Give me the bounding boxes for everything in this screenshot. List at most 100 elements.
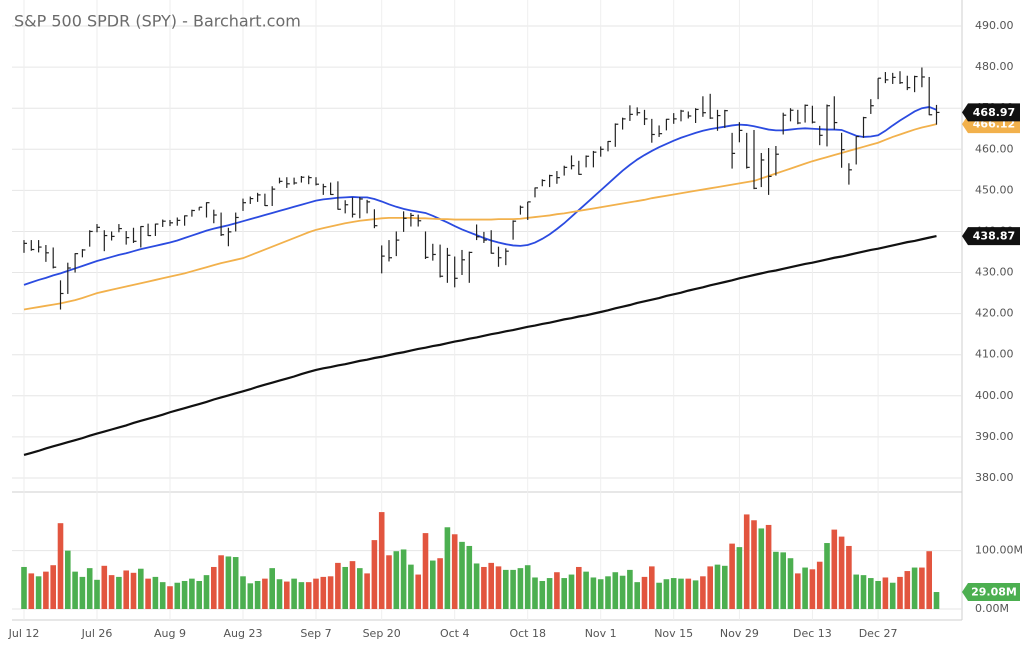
volume-bar	[911, 567, 918, 609]
x-tick-label: Oct 18	[509, 627, 546, 640]
y-tick-label: 430.00	[975, 266, 1014, 279]
x-tick-label: Aug 23	[224, 627, 263, 640]
volume-bar	[933, 592, 940, 609]
volume-bar	[138, 568, 144, 609]
volume-bar	[101, 565, 108, 609]
volume-bar	[787, 558, 794, 609]
moving-average-line	[23, 235, 937, 457]
x-tick-label: Nov 15	[654, 627, 693, 640]
x-tick-label: Dec 27	[859, 627, 898, 640]
volume-bar	[123, 570, 129, 609]
volume-bar	[116, 576, 122, 609]
last-value-label: 468.97	[973, 106, 1015, 119]
volume-bar	[130, 572, 137, 609]
volume-bar	[765, 524, 772, 609]
volume-bar	[619, 575, 626, 609]
volume-bar	[656, 582, 662, 609]
volume-bar	[919, 567, 925, 609]
volume-bar	[240, 576, 246, 609]
volume-bar	[50, 565, 56, 609]
volume-bar	[451, 534, 458, 609]
y-tick-label: 380.00	[975, 471, 1014, 484]
last-value-badge	[962, 103, 1020, 122]
volume-bar	[262, 578, 268, 609]
volume-bar	[597, 579, 604, 609]
volume-bar	[481, 566, 487, 609]
volume-bar	[437, 558, 443, 609]
volume-bar	[889, 582, 896, 609]
volume-bar	[305, 582, 312, 609]
volume-bar	[320, 576, 327, 609]
volume-bar	[415, 574, 421, 609]
volume-bar	[430, 560, 436, 609]
volume-bar	[838, 536, 845, 609]
y-tick-label: 420.00	[975, 307, 1014, 320]
volume-bar	[327, 576, 334, 609]
volume-bar	[79, 576, 86, 609]
volume-bar	[780, 552, 786, 609]
volume-bar	[276, 579, 283, 609]
volume-bar	[926, 551, 932, 609]
volume-bar	[809, 569, 816, 609]
volume-bar	[729, 543, 735, 609]
volume-bar	[159, 582, 166, 609]
volume-bar	[357, 568, 363, 609]
volume-bar	[663, 579, 670, 609]
x-tick-label: Jul 12	[8, 627, 40, 640]
volume-bar	[736, 547, 743, 609]
volume-bar	[400, 549, 407, 609]
volume-bar	[824, 543, 830, 609]
volume-bar	[378, 512, 385, 609]
volume-bar	[517, 568, 524, 609]
volume-bar	[868, 578, 874, 609]
volume-bar	[583, 571, 589, 609]
volume-bar	[86, 568, 93, 609]
volume-bar	[335, 562, 341, 609]
volume-bar	[897, 576, 903, 609]
volume-bar	[532, 577, 538, 609]
volume-bar	[393, 551, 400, 609]
last-volume-badge	[962, 583, 1020, 602]
volume-bar	[72, 571, 78, 609]
volume-bar	[291, 578, 297, 609]
x-tick-label: Aug 9	[154, 627, 186, 640]
x-tick-label: Jul 26	[81, 627, 113, 640]
volume-bar	[568, 574, 575, 609]
y-tick-label: 400.00	[975, 389, 1014, 402]
volume-bar	[649, 566, 655, 609]
volume-bar	[758, 528, 765, 609]
volume-bar	[860, 575, 867, 609]
volume-bar	[35, 576, 42, 609]
y-tick-label: 490.00	[975, 19, 1014, 32]
volume-bar	[510, 569, 516, 609]
price-panel	[23, 67, 940, 457]
last-value-label: 438.87	[973, 230, 1015, 243]
chart-title: S&P 500 SPDR (SPY) - Barchart.com	[14, 12, 301, 31]
volume-bar	[846, 545, 852, 609]
volume-bar	[627, 569, 633, 609]
y-tick-label: 460.00	[975, 142, 1014, 155]
y-tick-label: 0.00M	[975, 602, 1009, 615]
volume-bar	[795, 573, 801, 609]
volume-bar	[678, 578, 684, 609]
x-tick-label: Sep 20	[363, 627, 401, 640]
volume-panel	[21, 512, 940, 609]
volume-bar	[181, 580, 188, 609]
volume-bar	[524, 565, 531, 609]
volume-bar	[546, 578, 553, 609]
volume-bar	[670, 578, 677, 609]
volume-bar	[211, 566, 217, 609]
volume-bar	[576, 566, 582, 609]
volume-bar	[232, 557, 239, 609]
moving-average-line	[23, 123, 937, 311]
volume-bar	[364, 573, 370, 609]
volume-bar	[108, 575, 115, 609]
volume-bar	[65, 550, 71, 609]
volume-bar	[473, 563, 480, 609]
axes: 380.00390.00400.00410.00420.00430.00440.…	[8, 19, 1023, 640]
volume-bar	[539, 580, 546, 609]
y-tick-label: 410.00	[975, 348, 1014, 361]
volume-bar	[714, 564, 721, 609]
volume-bar	[254, 580, 261, 609]
